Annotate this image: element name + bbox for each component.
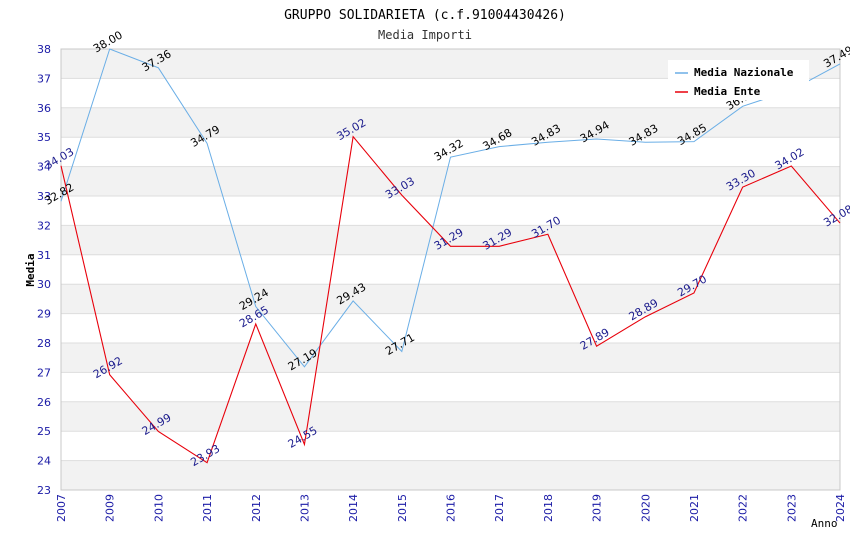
plot-border (60, 48, 841, 491)
grid-band (61, 401, 840, 432)
x-tick-label: 2018 (542, 494, 555, 522)
data-label: 34.32 (432, 137, 466, 164)
grid-band (61, 343, 840, 373)
grid-band (61, 107, 840, 138)
x-tick-label: 2024 (834, 494, 847, 522)
legend-box (668, 60, 809, 100)
y-tick-label: 25 (37, 425, 51, 438)
y-tick-label: 26 (37, 396, 51, 409)
y-tick-label: 38 (37, 43, 51, 56)
y-tick-label: 35 (37, 131, 51, 144)
x-tick-label: 2016 (445, 494, 458, 522)
y-tick-label: 32 (37, 219, 51, 232)
grid-band (61, 166, 840, 196)
chart-subtitle: Media Importi (378, 28, 472, 42)
y-tick-label: 30 (37, 278, 51, 291)
y-tick-label: 23 (37, 484, 51, 497)
x-tick-label: 2011 (201, 494, 214, 522)
x-tick-label: 2007 (55, 494, 68, 522)
grid-band (61, 284, 840, 314)
y-tick-label: 31 (37, 249, 51, 262)
x-axis-label: Anno (811, 517, 838, 530)
series-line-media-ente (60, 135, 841, 464)
legend-label-media-nazionale: Media Nazionale (694, 66, 794, 79)
y-tick-label: 34 (37, 161, 51, 174)
x-tick-label: 2012 (250, 494, 263, 522)
x-tick-label: 2013 (298, 494, 311, 522)
y-tick-label: 27 (37, 366, 51, 379)
y-tick-label: 24 (37, 455, 51, 468)
x-tick-label: 2023 (785, 494, 798, 522)
x-tick-label: 2019 (591, 494, 604, 522)
y-tick-label: 33 (37, 190, 51, 203)
grid-band (61, 225, 840, 255)
y-tick-label: 29 (37, 308, 51, 321)
y-axis-label: Media (24, 253, 37, 286)
plot-area: 23 24 25 26 27 28 29 30 31 32 33 34 35 36 37 38 2007 2009… (37, 28, 850, 522)
x-tick-label: 2010 (152, 494, 165, 522)
chart-title: GRUPPO SOLIDARIETA (c.f.91004430426) (284, 8, 566, 23)
x-tick-label: 2020 (639, 494, 652, 522)
legend: Media Nazionale Media Ente (668, 60, 809, 100)
x-tick-label: 2009 (104, 494, 117, 522)
x-tick-label: 2014 (347, 494, 360, 522)
x-tick-label: 2015 (396, 494, 409, 522)
y-tick-label: 36 (37, 102, 51, 115)
x-tick-label: 2017 (493, 494, 506, 522)
legend-label-media-ente: Media Ente (694, 85, 761, 98)
grid-band (61, 460, 840, 490)
y-tick-label: 28 (37, 337, 51, 350)
series-line-media-nazionale (60, 48, 841, 368)
data-label: 32.82 (42, 181, 76, 208)
y-tick-label: 37 (37, 72, 51, 85)
x-tick-label: 2021 (688, 494, 701, 522)
x-tick-label: 2022 (737, 494, 750, 522)
